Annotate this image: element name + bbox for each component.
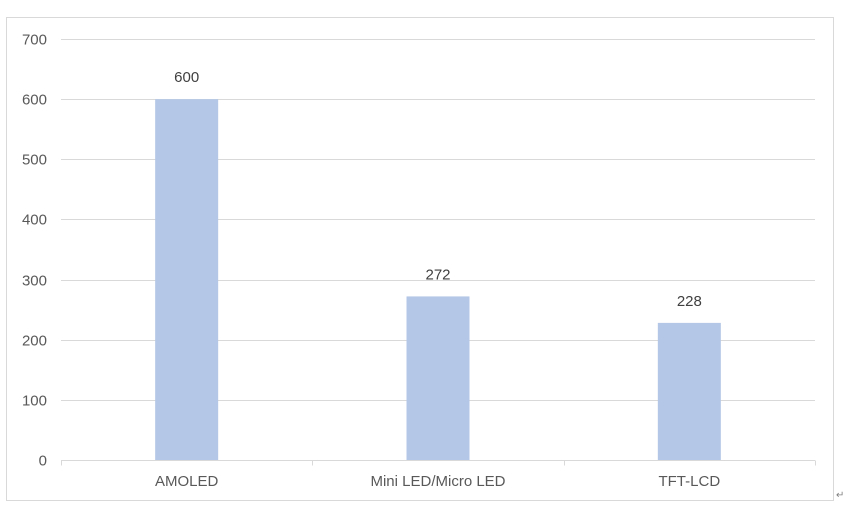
y-tick-label-200: 200	[22, 333, 47, 350]
x-tick-label-0: AMOLED	[155, 473, 219, 490]
bar-amoled	[155, 99, 219, 461]
y-tick-label-400: 400	[22, 212, 47, 229]
y-tick-label-600: 600	[22, 92, 47, 109]
data-label-2: 228	[677, 293, 702, 310]
paragraph-return-mark: ↵	[836, 490, 845, 501]
bar-mini-led-micro-led	[406, 296, 470, 460]
chart-frame	[6, 17, 834, 501]
x-tick-label-1: Mini LED/Micro LED	[370, 473, 505, 490]
x-tick-label-2: TFT-LCD	[658, 473, 720, 490]
data-label-1: 272	[425, 266, 450, 283]
y-tick-label-500: 500	[22, 152, 47, 169]
bar-tft-lcd	[657, 322, 721, 460]
y-tick-label-100: 100	[22, 393, 47, 410]
y-tick-label-700: 700	[22, 32, 47, 49]
y-tick-label-300: 300	[22, 273, 47, 290]
y-tick-label-0: 0	[39, 453, 47, 470]
data-label-0: 600	[174, 69, 199, 86]
